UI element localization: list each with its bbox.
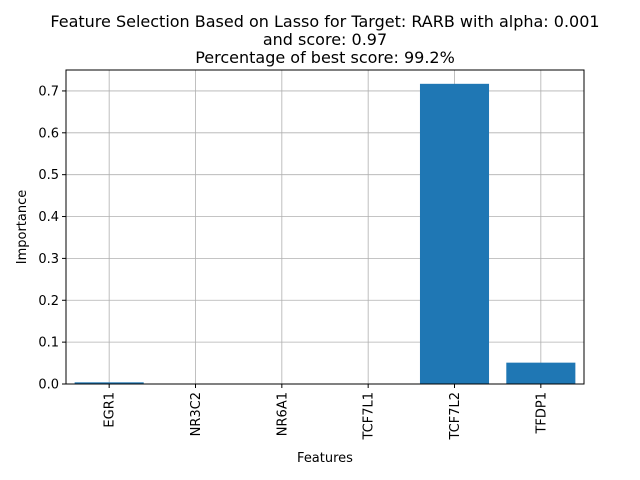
bar-tcf7l2	[419, 83, 490, 384]
x-tick-label: TCF7L2	[448, 392, 463, 441]
chart-title: Feature Selection Based on Lasso for Tar…	[50, 12, 599, 67]
y-tick-label: 0.2	[38, 294, 59, 309]
y-tick-label: 0.4	[38, 210, 59, 225]
x-tick-label: NR3C2	[189, 392, 204, 436]
y-axis-label: Importance	[15, 190, 30, 265]
x-tick-label: EGR1	[103, 392, 118, 428]
chart-title-line-3: Percentage of best score: 99.2%	[195, 48, 455, 67]
y-axis: 0.0 0.1 0.2 0.3 0.4 0.5 0.6 0.7	[38, 84, 66, 393]
x-tick-label: TCF7L1	[362, 392, 377, 441]
y-tick-label: 0.6	[38, 126, 59, 141]
plot-frame	[65, 69, 585, 385]
y-tick-label: 0.5	[38, 168, 59, 183]
x-axis-label: Features	[297, 451, 353, 466]
chart-title-line-1: Feature Selection Based on Lasso for Tar…	[50, 12, 599, 31]
y-tick-label: 0.7	[38, 84, 59, 99]
y-tick-label: 0.0	[38, 378, 59, 393]
bars	[74, 83, 576, 384]
bar-tfdp1	[506, 362, 576, 384]
y-tick-label: 0.3	[38, 252, 59, 267]
bar-egr1	[74, 382, 144, 384]
grid-lines	[66, 70, 584, 385]
y-tick-label: 0.1	[38, 336, 59, 351]
x-axis: EGR1 NR3C2 NR6A1 TCF7L1 TCF7L2 TFDP1	[103, 384, 549, 441]
chart-title-line-2: and score: 0.97	[263, 30, 387, 49]
x-tick-label: TFDP1	[534, 392, 549, 435]
x-tick-label: NR6A1	[275, 392, 290, 436]
